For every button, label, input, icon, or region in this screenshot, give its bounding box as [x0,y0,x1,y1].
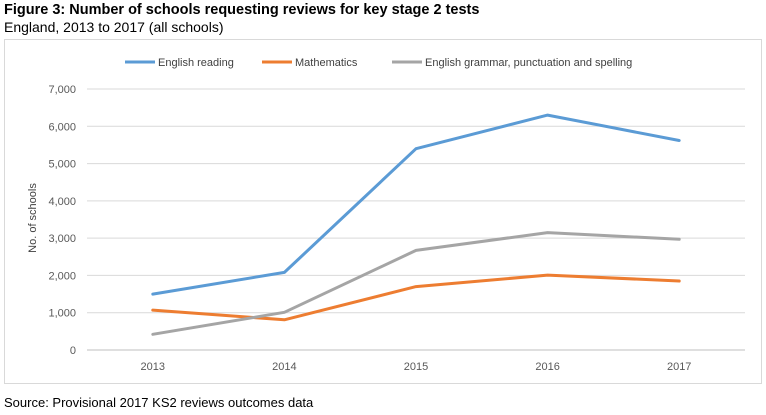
series-lines [151,113,681,336]
y-tick-label: 5,000 [48,159,76,171]
x-tick-label: 2013 [141,361,165,373]
source-note: Source: Provisional 2017 KS2 reviews out… [4,395,314,410]
figure-subtitle: England, 2013 to 2017 (all schools) [4,19,224,35]
legend-label: English grammar, punctuation and spellin… [425,57,632,69]
y-tick-label: 3,000 [48,233,76,245]
chart-container: 0 1,000 2,000 3,000 4,000 5,000 6,000 7,000 201… [4,39,762,384]
figure-title: Figure 3: Number of schools requesting r… [4,2,480,18]
series-line [151,113,681,296]
line-chart: 0 1,000 2,000 3,000 4,000 5,000 6,000 7,000 201… [27,57,745,373]
gridlines [87,88,745,351]
y-tick-label: 1,000 [48,308,76,320]
y-axis-ticks: 0 1,000 2,000 3,000 4,000 5,000 6,000 7,000 [48,84,76,357]
legend-label: English reading [158,57,234,69]
y-tick-label: 7,000 [48,84,76,96]
series-line [151,231,681,336]
legend-label: Mathematics [295,57,358,69]
series-line [151,273,681,322]
x-tick-label: 2014 [272,361,296,373]
y-tick-label: 0 [70,345,76,357]
y-tick-label: 4,000 [48,196,76,208]
y-axis-title: No. of schools [27,183,39,253]
y-tick-label: 6,000 [48,121,76,133]
x-tick-label: 2015 [404,361,428,373]
x-tick-label: 2017 [667,361,691,373]
y-tick-label: 2,000 [48,270,76,282]
x-axis-ticks: 2013 2014 2015 2016 2017 [141,361,692,373]
x-tick-label: 2016 [535,361,559,373]
legend: English reading Mathematics English gramma… [125,57,632,69]
